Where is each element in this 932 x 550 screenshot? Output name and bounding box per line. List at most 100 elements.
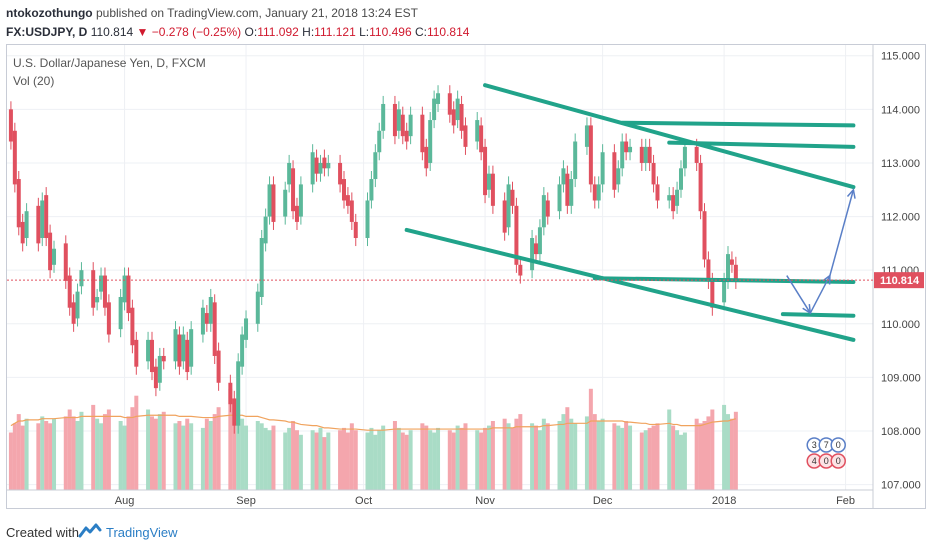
volume-bar — [483, 427, 488, 490]
volume-bar — [396, 427, 401, 490]
volume-bar — [565, 407, 570, 490]
volume-bar — [400, 432, 405, 490]
volume-bar — [122, 425, 127, 490]
tradingview-logo-icon[interactable] — [78, 522, 102, 540]
candle-body — [561, 168, 566, 185]
candle-body — [102, 275, 107, 308]
candle-body — [353, 221, 358, 239]
candle-body — [106, 302, 111, 335]
candle-body — [200, 307, 205, 335]
candle-body — [338, 162, 343, 185]
drawing-tools: 3 7 04 0 0 — [404, 83, 856, 469]
volume-bar — [541, 418, 546, 490]
volume-bar — [322, 437, 327, 490]
volume-bar — [588, 388, 593, 490]
candle-body — [420, 114, 425, 153]
volume-bar — [173, 423, 178, 490]
trendline — [620, 120, 856, 128]
time-tick-label: Nov — [475, 495, 495, 507]
close-label: C: — [414, 25, 427, 39]
volume-bar — [694, 418, 699, 490]
event-badge-icon — [830, 437, 846, 453]
candle-body — [706, 259, 711, 281]
candle-body — [490, 173, 495, 206]
candle-body — [639, 146, 644, 163]
candle-body — [381, 103, 386, 131]
candle-body — [8, 109, 13, 142]
candle-body — [675, 189, 680, 206]
candle-body — [71, 302, 76, 324]
event-badge-label: 3 — [812, 440, 817, 450]
candle-body — [349, 200, 354, 222]
candle-body — [557, 184, 562, 212]
candle-body — [208, 296, 213, 324]
candle-body — [122, 275, 127, 303]
candle-body — [20, 221, 25, 244]
price-tick-label: 114.000 — [881, 104, 920, 116]
last-price-tag — [874, 272, 924, 289]
candle-body — [643, 146, 648, 163]
candle-body — [565, 173, 570, 206]
candle-body — [263, 216, 268, 244]
candle-body — [451, 109, 456, 126]
candle-body — [130, 307, 135, 346]
candle-body — [392, 103, 397, 137]
candle-body — [537, 227, 542, 255]
candle-body — [232, 398, 237, 426]
down-triangle-icon: ▼ — [136, 25, 149, 39]
volume-bar — [729, 418, 734, 490]
candle-body — [283, 189, 288, 217]
candle-body — [569, 179, 574, 206]
candle-body — [212, 302, 217, 356]
volume-title: Vol (20) — [13, 74, 54, 88]
candle-body — [592, 184, 597, 201]
volume-bar — [534, 425, 539, 490]
price-tick-label: 112.000 — [881, 212, 920, 224]
time-tick-label: Aug — [115, 495, 135, 507]
volume-moving-average — [10, 414, 737, 431]
symbol-label[interactable]: FX:USDJPY, D — [6, 25, 88, 39]
volume-bar — [263, 427, 268, 490]
volume-bar — [267, 430, 272, 490]
price-chart[interactable]: 3 7 04 0 0 115.000114.000113.000112.000111.0… — [7, 45, 925, 508]
candle-body — [216, 350, 221, 383]
volume-bar — [706, 416, 711, 490]
candle-body — [620, 141, 625, 169]
candle-body — [326, 162, 331, 169]
candle-body — [436, 93, 441, 104]
chart-grid — [7, 45, 873, 490]
candle-body — [228, 382, 233, 405]
candle-body — [75, 291, 80, 319]
candle-body — [310, 152, 315, 185]
volume-bar — [365, 432, 370, 490]
candle-body — [678, 168, 683, 190]
volume-bar — [616, 425, 621, 490]
candle-body — [255, 291, 260, 324]
volume-bar — [345, 432, 350, 490]
time-tick-label: Dec — [593, 495, 613, 507]
candle-body — [24, 211, 29, 239]
candle-body — [236, 361, 241, 426]
author-name[interactable]: ntokozothungo — [6, 6, 93, 20]
last-price-tag-label: 110.814 — [880, 275, 920, 287]
volume-bar — [490, 421, 495, 490]
candle-body — [157, 355, 162, 383]
volume-bar — [200, 427, 205, 490]
volume-bar — [228, 388, 233, 490]
volume-bar — [722, 404, 727, 490]
volume-bar — [255, 421, 260, 490]
candle-body — [655, 184, 660, 201]
tradingview-brand[interactable]: TradingView — [106, 525, 178, 540]
volume-bar — [698, 423, 703, 490]
volume-bar — [432, 432, 437, 490]
candle-body — [616, 168, 621, 185]
candle-body — [530, 238, 535, 271]
candle-body — [424, 146, 429, 169]
candle-body — [67, 275, 72, 308]
candle-body — [377, 130, 382, 153]
volume-bar — [667, 409, 672, 490]
volume-bar — [639, 432, 644, 490]
candle-body — [95, 296, 100, 303]
volume-bar — [353, 430, 358, 490]
